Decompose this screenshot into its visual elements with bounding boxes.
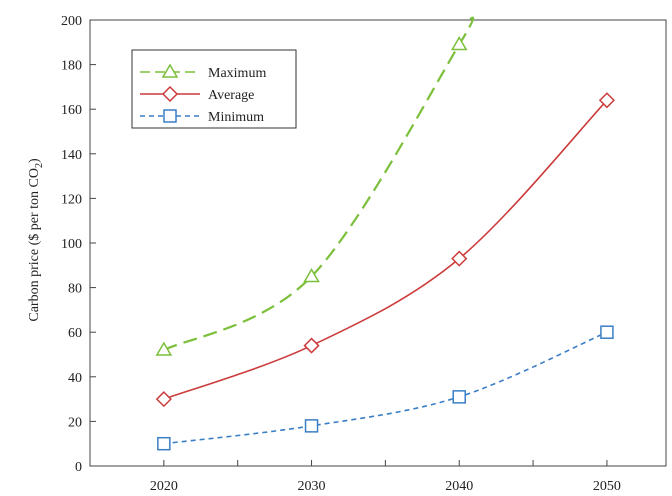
y-tick-label: 160 (61, 103, 82, 118)
data-point-maximum (450, 36, 468, 51)
legend-marker-average (161, 85, 179, 103)
data-point-average (155, 391, 172, 408)
y-axis-title: Carbon price ($ per ton CO2) (27, 158, 45, 322)
y-tick-label: 60 (68, 326, 82, 341)
legend-box (131, 49, 297, 129)
data-point-maximum (155, 341, 173, 356)
data-point-minimum (452, 390, 466, 404)
data-point-average (598, 92, 615, 109)
legend-marker-minimum (163, 109, 177, 123)
y-tick-label: 0 (75, 460, 82, 475)
y-tick-label: 200 (61, 14, 82, 29)
y-tick-label: 120 (61, 192, 82, 207)
series-line-maximum (163, 16, 475, 352)
data-point-minimum (600, 325, 614, 339)
x-tick-label: 2040 (445, 479, 473, 494)
series-line-average (163, 99, 608, 400)
y-tick-label: 40 (68, 371, 82, 386)
y-axis-title-main: Carbon price ($ per ton CO (27, 168, 42, 322)
series-line-minimum (163, 331, 608, 445)
data-point-maximum (303, 267, 320, 283)
y-tick-label: 20 (68, 415, 82, 430)
legend: Maximum Average Minimum (131, 49, 297, 129)
y-axis-title-subscript: 2 (34, 163, 45, 168)
y-tick-label: 180 (61, 59, 82, 74)
data-point-minimum (157, 436, 171, 451)
data-point-average (303, 337, 320, 354)
y-axis-title-suffix: ) (27, 158, 42, 163)
y-tick-label: 140 (61, 148, 82, 163)
data-point-average (451, 250, 468, 267)
y-tick-label: 100 (61, 237, 82, 252)
x-tick-label: 2050 (593, 479, 621, 494)
legend-marker-maximum (161, 63, 179, 78)
legend-label-minimum: Minimum (208, 110, 264, 125)
data-point-minimum (304, 419, 319, 433)
x-tick-label: 2030 (298, 479, 326, 494)
legend-label-maximum: Maximum (208, 66, 266, 81)
legend-label-average: Average (208, 88, 254, 103)
y-tick-label: 80 (68, 282, 82, 297)
x-tick-label: 2020 (150, 479, 178, 494)
